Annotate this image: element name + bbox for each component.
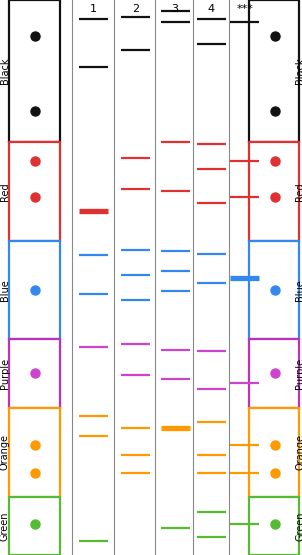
FancyBboxPatch shape xyxy=(249,497,299,555)
Text: Purple: Purple xyxy=(0,357,10,389)
Text: Black: Black xyxy=(295,58,302,84)
FancyBboxPatch shape xyxy=(249,142,299,241)
FancyBboxPatch shape xyxy=(9,339,60,408)
FancyBboxPatch shape xyxy=(9,497,60,555)
Text: Blue: Blue xyxy=(295,279,302,301)
Text: ***: *** xyxy=(236,4,253,14)
FancyBboxPatch shape xyxy=(249,0,299,142)
Text: Orange: Orange xyxy=(295,435,302,470)
FancyBboxPatch shape xyxy=(9,241,60,339)
FancyBboxPatch shape xyxy=(9,0,60,142)
Text: 4: 4 xyxy=(208,4,215,14)
Text: Green: Green xyxy=(295,511,302,541)
Text: Orange: Orange xyxy=(0,435,10,470)
Text: Red: Red xyxy=(0,182,10,201)
Text: 3: 3 xyxy=(172,4,179,14)
Text: Blue: Blue xyxy=(0,279,10,301)
Text: Black: Black xyxy=(0,58,10,84)
Text: 2: 2 xyxy=(132,4,140,14)
Text: Green: Green xyxy=(0,511,10,541)
Text: Red: Red xyxy=(295,182,302,201)
FancyBboxPatch shape xyxy=(249,241,299,339)
FancyBboxPatch shape xyxy=(9,142,60,241)
Text: Purple: Purple xyxy=(295,357,302,389)
FancyBboxPatch shape xyxy=(249,408,299,497)
FancyBboxPatch shape xyxy=(9,408,60,497)
Text: 1: 1 xyxy=(90,4,97,14)
FancyBboxPatch shape xyxy=(249,339,299,408)
